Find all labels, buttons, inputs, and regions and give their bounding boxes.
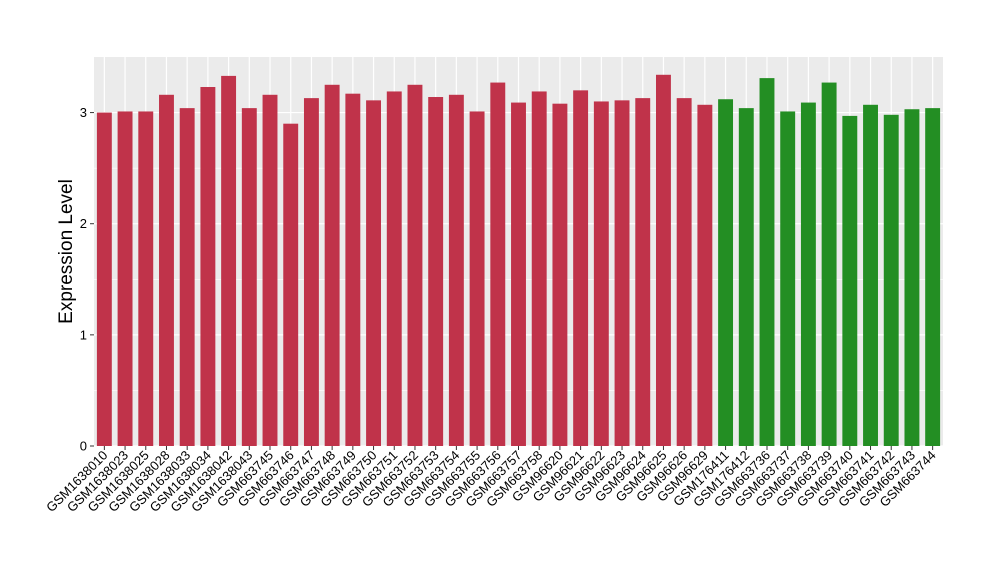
bar-GSM663758 <box>531 91 547 446</box>
bar-GSM663752 <box>407 84 423 447</box>
bar-GSM1638033 <box>179 108 195 446</box>
bar-GSM663744 <box>925 108 941 446</box>
bar-GSM663743 <box>904 109 920 446</box>
y-tick-label: 2 <box>80 216 87 231</box>
y-tick-label: 0 <box>80 439 87 454</box>
y-axis: 0 1 2 3 <box>80 105 94 454</box>
bar-GSM176411 <box>718 99 734 446</box>
bar-GSM663741 <box>863 104 878 446</box>
bar-GSM1638025 <box>138 111 154 447</box>
bar-GSM1638043 <box>241 108 257 446</box>
bar-GSM663740 <box>842 115 858 447</box>
bar-GSM1638034 <box>200 87 216 446</box>
bar-GSM96621 <box>573 90 589 446</box>
x-axis: GSM1638010GSM1638023GSM1638025GSM1638028… <box>43 446 939 515</box>
bar-GSM96625 <box>655 74 671 446</box>
bar-GSM96629 <box>697 104 713 446</box>
bar-GSM96622 <box>593 101 609 446</box>
bar-GSM663736 <box>759 78 775 447</box>
bar-GSM663737 <box>780 111 796 447</box>
bar-GSM663753 <box>428 97 444 447</box>
bar-GSM1638042 <box>221 75 237 446</box>
bar-GSM1638010 <box>96 112 112 447</box>
bar-GSM663749 <box>345 93 361 447</box>
bar-GSM176412 <box>738 108 754 446</box>
bar-GSM96626 <box>676 98 692 446</box>
bar-GSM663746 <box>283 123 299 446</box>
y-tick-label: 1 <box>80 327 87 342</box>
bar-GSM663754 <box>448 94 464 446</box>
y-axis-label: Expression Level <box>56 179 77 324</box>
bar-GSM1638028 <box>159 94 174 446</box>
bar-GSM663738 <box>800 102 816 446</box>
bar-GSM96620 <box>552 103 568 447</box>
bar-GSM663745 <box>262 94 278 446</box>
bar-GSM663742 <box>883 114 899 447</box>
bar-GSM96624 <box>635 98 651 446</box>
bar-GSM663755 <box>469 111 485 447</box>
bar-GSM663747 <box>303 98 319 446</box>
bar-GSM96623 <box>614 100 630 447</box>
bar-GSM1638023 <box>117 111 133 447</box>
bar-GSM663748 <box>324 84 340 447</box>
bars <box>96 74 941 447</box>
bar-GSM663739 <box>821 82 837 446</box>
bar-GSM663756 <box>490 82 506 446</box>
bar-GSM663757 <box>511 102 526 446</box>
bar-GSM663750 <box>366 100 382 447</box>
y-tick-label: 3 <box>80 105 87 120</box>
bar-GSM663751 <box>386 91 402 446</box>
